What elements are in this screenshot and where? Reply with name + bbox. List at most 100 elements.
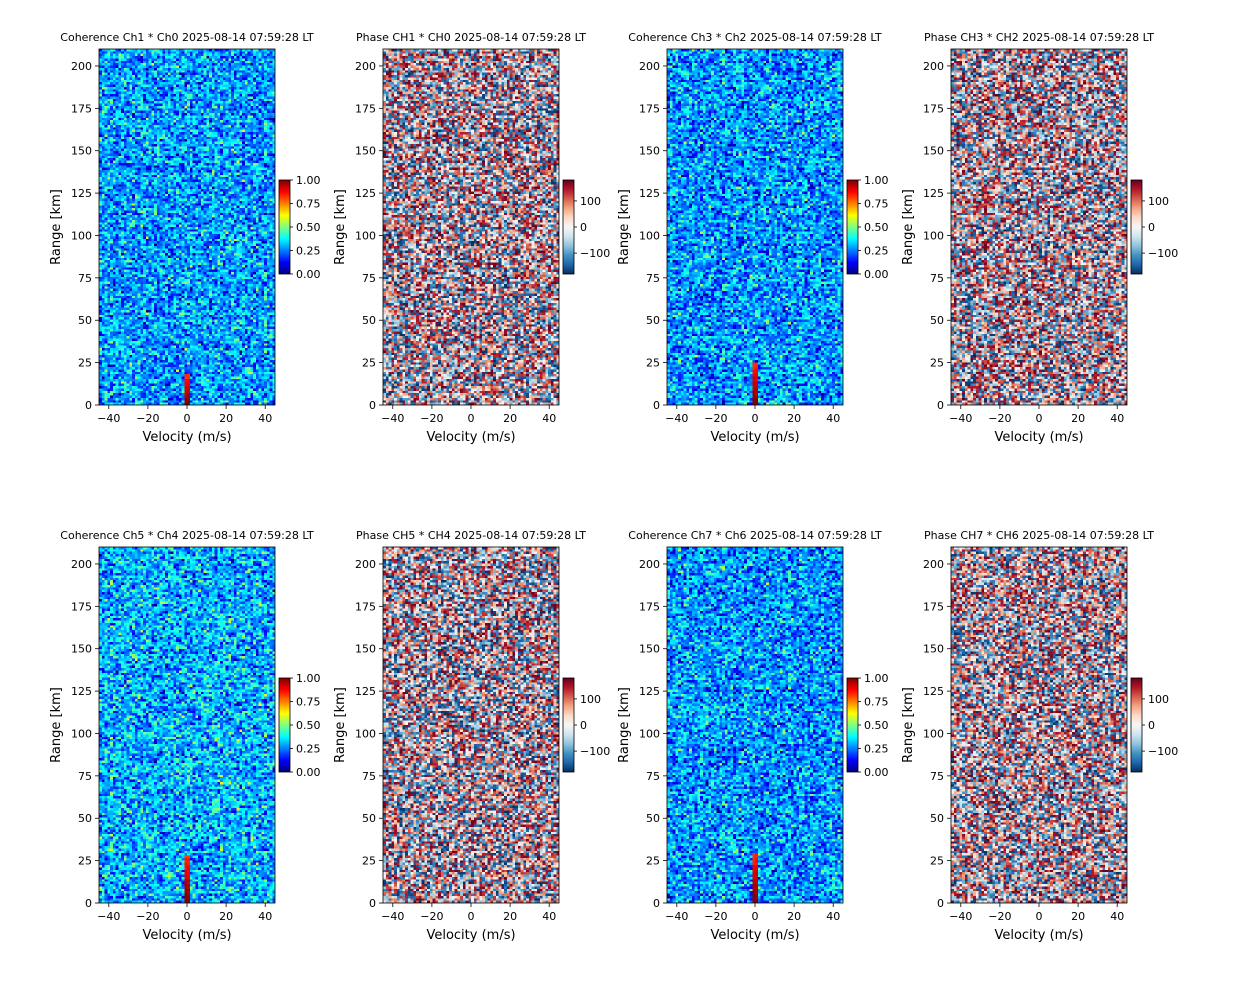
y-tick-label: 25 xyxy=(930,855,944,868)
y-tick-label: 25 xyxy=(362,357,376,370)
y-tick-label: 175 xyxy=(923,600,944,613)
y-tick-label: 50 xyxy=(78,812,92,825)
colorbar-tick-label: 1.00 xyxy=(864,672,889,685)
y-tick-label: 150 xyxy=(639,145,660,158)
y-tick-label: 50 xyxy=(646,314,660,327)
x-tick-label: 20 xyxy=(1071,910,1085,923)
y-tick-label: 200 xyxy=(639,558,660,571)
y-tick-label: 200 xyxy=(355,60,376,73)
x-tick-label: 40 xyxy=(826,910,840,923)
colorbar-gradient xyxy=(1131,180,1142,274)
y-tick-label: 150 xyxy=(71,145,92,158)
colorbar-tick-label: 100 xyxy=(1148,195,1169,208)
x-axis-label: Velocity (m/s) xyxy=(710,430,799,445)
x-tick-label: 20 xyxy=(787,412,801,425)
x-tick-label: −40 xyxy=(949,412,972,425)
y-tick-label: 125 xyxy=(639,187,660,200)
x-tick-label: 40 xyxy=(542,412,556,425)
x-tick-label: −40 xyxy=(665,412,688,425)
x-tick-label: −20 xyxy=(136,412,159,425)
y-tick-label: 125 xyxy=(71,685,92,698)
y-tick-label: 100 xyxy=(923,229,944,242)
x-tick-label: −40 xyxy=(381,910,404,923)
y-tick-label: 0 xyxy=(937,399,944,412)
x-tick-label: −20 xyxy=(704,412,727,425)
colorbar-tick-label: 1.00 xyxy=(296,174,321,187)
y-tick-label: 50 xyxy=(78,314,92,327)
y-tick-label: 175 xyxy=(923,102,944,115)
x-tick-label: 20 xyxy=(219,412,233,425)
y-axis-label: Range [km] xyxy=(617,687,632,763)
x-tick-label: −20 xyxy=(420,412,443,425)
subplot-3: Coherence Ch3 * Ch2 2025-08-14 07:59:28 … xyxy=(617,31,889,445)
colorbar-tick-label: −100 xyxy=(580,247,610,260)
y-tick-label: 200 xyxy=(71,60,92,73)
colorbar-gradient xyxy=(563,180,574,274)
y-tick-label: 25 xyxy=(362,855,376,868)
x-tick-label: −20 xyxy=(136,910,159,923)
y-tick-label: 100 xyxy=(639,229,660,242)
colorbar: −100 0 100 xyxy=(562,179,610,275)
y-tick-label: 0 xyxy=(653,399,660,412)
y-tick-label: 0 xyxy=(85,897,92,910)
colorbar-tick-label: 0.50 xyxy=(296,719,321,732)
y-tick-label: 125 xyxy=(923,187,944,200)
colorbar-gradient xyxy=(279,180,290,274)
colorbar: −100 0 100 xyxy=(562,677,610,773)
x-tick-label: 0 xyxy=(468,910,475,923)
y-tick-label: 0 xyxy=(85,399,92,412)
x-tick-label: 40 xyxy=(542,910,556,923)
y-tick-label: 200 xyxy=(923,60,944,73)
colorbar-tick-label: 0.25 xyxy=(296,245,321,258)
heatmap-field xyxy=(383,49,559,405)
y-tick-label: 50 xyxy=(930,812,944,825)
y-tick-label: 175 xyxy=(639,600,660,613)
x-tick-label: 20 xyxy=(1071,412,1085,425)
y-axis-label: Range [km] xyxy=(49,687,64,763)
y-tick-label: 125 xyxy=(639,685,660,698)
y-tick-label: 175 xyxy=(355,600,376,613)
y-tick-label: 150 xyxy=(355,643,376,656)
x-tick-label: 0 xyxy=(1036,412,1043,425)
x-axis-label: Velocity (m/s) xyxy=(994,430,1083,445)
y-tick-label: 150 xyxy=(71,643,92,656)
x-tick-label: −40 xyxy=(949,910,972,923)
y-axis-label: Range [km] xyxy=(617,189,632,265)
subplot-title: Coherence Ch3 * Ch2 2025-08-14 07:59:28 … xyxy=(628,31,882,44)
x-tick-label: −40 xyxy=(97,412,120,425)
subplot-2: Phase CH1 * CH0 2025-08-14 07:59:28 LT −4… xyxy=(333,31,610,445)
colorbar-tick-label: 100 xyxy=(1148,693,1169,706)
colorbar-gradient xyxy=(279,678,290,772)
colorbar-tick-label: 0 xyxy=(580,719,587,732)
x-axis-label: Velocity (m/s) xyxy=(994,928,1083,943)
subplot-5: Coherence Ch5 * Ch4 2025-08-14 07:59:28 … xyxy=(49,529,321,943)
x-tick-label: 40 xyxy=(826,412,840,425)
y-tick-label: 75 xyxy=(78,770,92,783)
y-tick-label: 25 xyxy=(930,357,944,370)
y-tick-label: 100 xyxy=(355,229,376,242)
colorbar-tick-label: 0.00 xyxy=(296,268,321,281)
subplot-7: Coherence Ch7 * Ch6 2025-08-14 07:59:28 … xyxy=(617,529,889,943)
colorbar-tick-label: 1.00 xyxy=(296,672,321,685)
x-axis-label: Velocity (m/s) xyxy=(426,430,515,445)
subplot-title: Coherence Ch7 * Ch6 2025-08-14 07:59:28 … xyxy=(628,529,882,542)
colorbar-tick-label: 0.25 xyxy=(296,743,321,756)
y-tick-label: 75 xyxy=(930,272,944,285)
y-tick-label: 25 xyxy=(78,357,92,370)
y-axis-label: Range [km] xyxy=(901,189,916,265)
y-tick-label: 50 xyxy=(930,314,944,327)
colorbar-tick-label: 0.00 xyxy=(864,268,889,281)
x-tick-label: 40 xyxy=(258,910,272,923)
colorbar-gradient xyxy=(847,180,858,274)
x-tick-label: 40 xyxy=(258,412,272,425)
y-tick-label: 50 xyxy=(362,812,376,825)
colorbar-tick-label: 1.00 xyxy=(864,174,889,187)
y-tick-label: 25 xyxy=(646,855,660,868)
y-tick-label: 175 xyxy=(71,102,92,115)
x-tick-label: 0 xyxy=(752,412,759,425)
colorbar-tick-label: 0 xyxy=(580,221,587,234)
colorbar-tick-label: 0 xyxy=(1148,719,1155,732)
y-tick-label: 125 xyxy=(71,187,92,200)
subplot-4: Phase CH3 * CH2 2025-08-14 07:59:28 LT −4… xyxy=(901,31,1178,445)
